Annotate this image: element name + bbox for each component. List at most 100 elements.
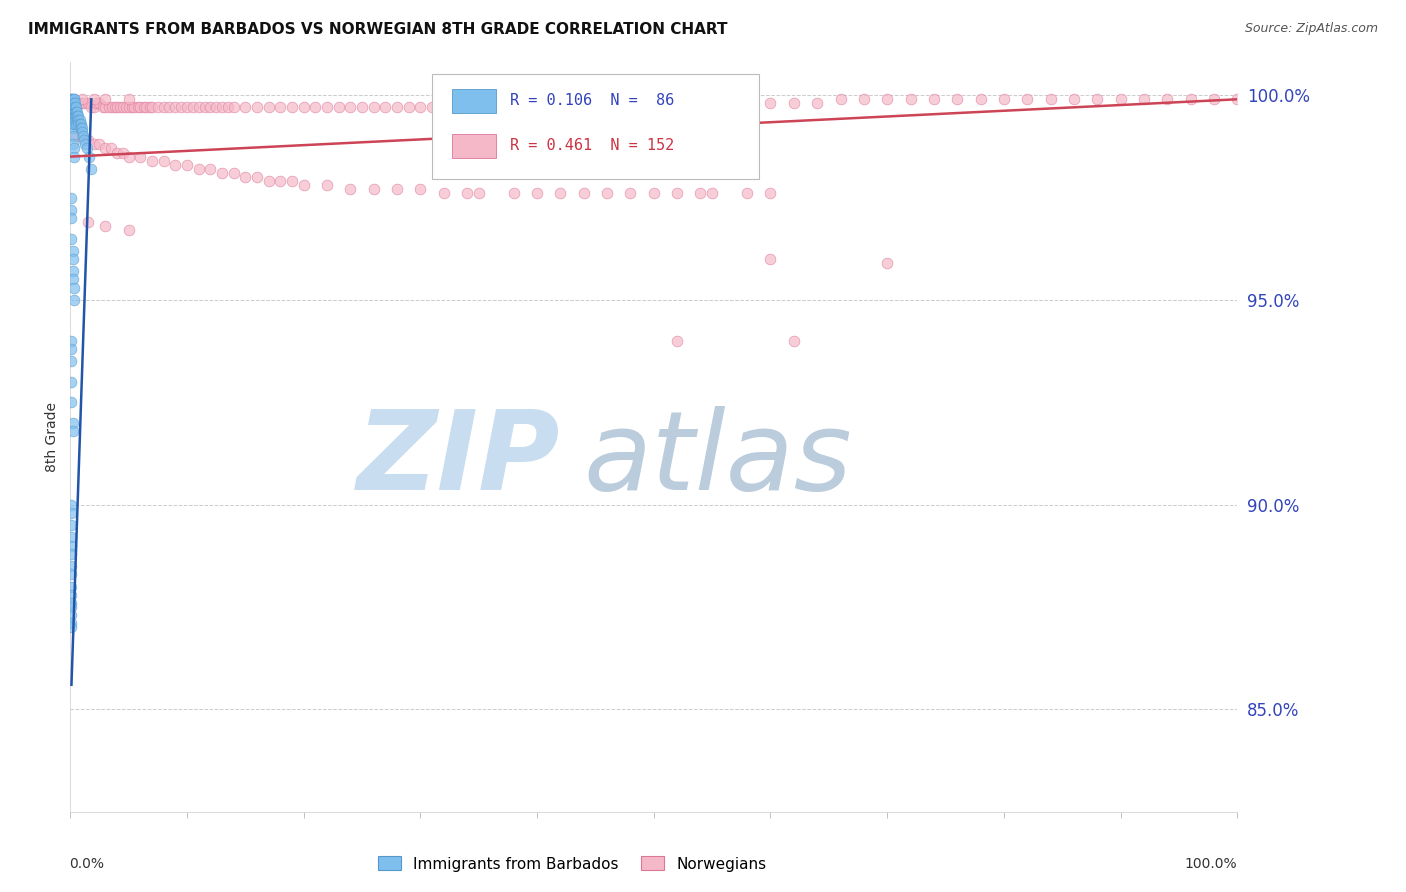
Point <box>63 104 86 119</box>
Point <box>83 100 105 114</box>
Point <box>526 96 548 111</box>
Point <box>946 92 969 106</box>
Point <box>830 92 852 106</box>
Point <box>735 186 758 201</box>
Point <box>619 186 641 201</box>
Point <box>467 96 491 111</box>
Point <box>316 100 339 114</box>
Point <box>200 100 222 114</box>
Point <box>1085 92 1108 106</box>
Point <box>806 96 828 111</box>
Point <box>65 117 87 131</box>
Legend: Immigrants from Barbados, Norwegians: Immigrants from Barbados, Norwegians <box>378 856 766 871</box>
Point <box>141 100 163 114</box>
Point <box>993 92 1015 106</box>
Point <box>1156 92 1178 106</box>
Point <box>467 186 491 201</box>
Point <box>62 416 84 430</box>
Point <box>62 244 84 258</box>
Point <box>922 92 945 106</box>
Point <box>94 100 117 114</box>
Point <box>281 100 304 114</box>
Point <box>62 100 84 114</box>
Point <box>1063 92 1085 106</box>
Point <box>60 375 83 389</box>
Point <box>60 530 83 544</box>
Point <box>62 104 84 119</box>
Point <box>66 112 89 127</box>
Point <box>101 100 124 114</box>
Point <box>84 96 107 111</box>
Point <box>596 186 619 201</box>
Point <box>70 120 93 135</box>
Point <box>94 141 117 155</box>
Point <box>550 96 572 111</box>
Point <box>62 96 84 111</box>
Point <box>60 354 83 368</box>
Point <box>60 567 83 582</box>
Point <box>115 100 138 114</box>
Point <box>65 129 87 144</box>
Point <box>246 100 269 114</box>
Point <box>1180 92 1202 106</box>
Point <box>62 104 84 119</box>
Point <box>129 150 152 164</box>
Point <box>269 174 291 188</box>
Point <box>62 141 84 155</box>
Y-axis label: 8th Grade: 8th Grade <box>45 402 59 472</box>
Point <box>62 100 84 114</box>
Point <box>135 100 157 114</box>
Point <box>89 137 111 152</box>
Point <box>759 252 782 266</box>
Point <box>152 153 174 168</box>
Point <box>62 129 84 144</box>
Text: ZIP: ZIP <box>357 406 561 513</box>
Point <box>456 186 478 201</box>
Point <box>60 506 83 520</box>
Point <box>62 109 84 123</box>
Point <box>60 608 83 623</box>
Point <box>217 100 239 114</box>
Point <box>304 100 326 114</box>
Point <box>76 215 98 229</box>
Point <box>105 100 128 114</box>
Point <box>181 100 204 114</box>
Text: IMMIGRANTS FROM BARBADOS VS NORWEGIAN 8TH GRADE CORRELATION CHART: IMMIGRANTS FROM BARBADOS VS NORWEGIAN 8T… <box>28 22 728 37</box>
Point <box>969 92 991 106</box>
Point <box>363 182 385 196</box>
Point <box>60 580 83 594</box>
Point <box>176 158 198 172</box>
Point <box>62 92 84 106</box>
Point <box>118 223 141 237</box>
Point <box>60 539 83 553</box>
Point <box>65 109 87 123</box>
Point <box>176 100 198 114</box>
Point <box>783 96 806 111</box>
Point <box>67 109 90 123</box>
Text: R = 0.106  N =  86: R = 0.106 N = 86 <box>510 93 675 108</box>
Point <box>62 96 84 111</box>
Point <box>187 161 209 176</box>
Point <box>222 166 245 180</box>
Point <box>339 100 361 114</box>
Point <box>200 161 222 176</box>
Point <box>80 161 103 176</box>
Point <box>152 100 174 114</box>
Point <box>105 145 128 160</box>
Point <box>72 129 94 144</box>
Point <box>1039 92 1062 106</box>
Point <box>292 100 315 114</box>
Point <box>596 96 619 111</box>
Point <box>69 112 91 127</box>
Point <box>62 137 84 152</box>
Point <box>1202 92 1225 106</box>
Point <box>444 100 467 114</box>
Point <box>146 100 169 114</box>
Point <box>1109 92 1132 106</box>
Point <box>111 100 134 114</box>
Point <box>292 178 315 193</box>
Point <box>900 92 922 106</box>
Bar <box>451 88 496 112</box>
Point <box>75 137 97 152</box>
Point <box>187 100 209 114</box>
